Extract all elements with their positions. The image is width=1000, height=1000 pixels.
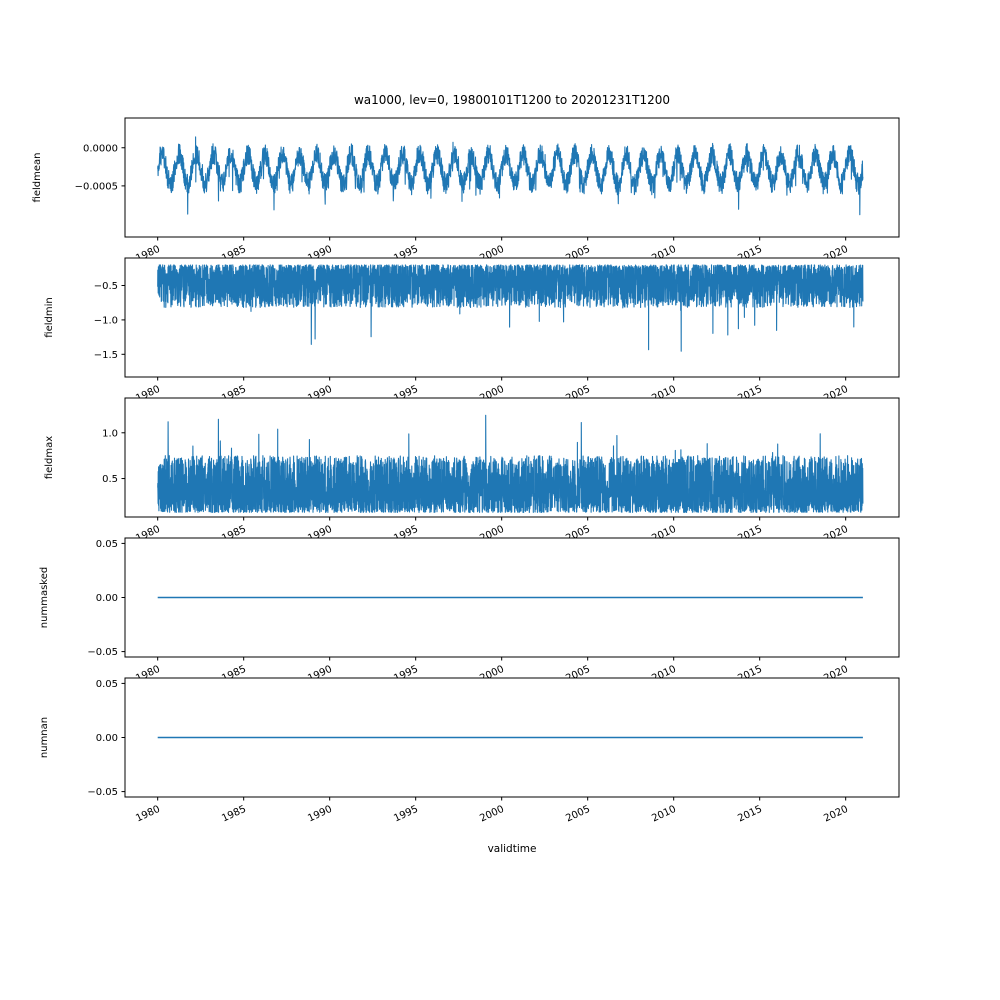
svg-text:fieldmax: fieldmax <box>44 436 55 479</box>
svg-text:0.05: 0.05 <box>96 539 118 550</box>
svg-text:nummasked: nummasked <box>39 567 50 628</box>
svg-text:−0.0005: −0.0005 <box>75 181 118 192</box>
chart-title: wa1000, lev=0, 19800101T1200 to 20201231… <box>353 93 671 107</box>
svg-text:0.00: 0.00 <box>96 593 118 604</box>
svg-text:0.05: 0.05 <box>96 679 118 690</box>
svg-text:2015: 2015 <box>736 804 764 825</box>
svg-text:2020: 2020 <box>822 804 850 825</box>
svg-text:1980: 1980 <box>134 804 162 825</box>
svg-text:2000: 2000 <box>478 804 506 825</box>
svg-text:−0.05: −0.05 <box>87 647 118 658</box>
svg-text:1995: 1995 <box>392 804 420 825</box>
svg-text:2005: 2005 <box>564 804 592 825</box>
svg-text:fieldmean: fieldmean <box>32 153 43 203</box>
svg-text:2010: 2010 <box>650 804 678 825</box>
svg-text:1990: 1990 <box>306 804 334 825</box>
svg-text:fieldmin: fieldmin <box>44 297 55 337</box>
svg-text:−0.05: −0.05 <box>87 787 118 798</box>
svg-text:−1.5: −1.5 <box>94 350 118 361</box>
svg-text:1.0: 1.0 <box>102 428 118 439</box>
svg-text:numnan: numnan <box>39 717 50 758</box>
svg-text:0.5: 0.5 <box>102 474 118 485</box>
svg-text:−1.0: −1.0 <box>94 315 118 326</box>
svg-text:0.0000: 0.0000 <box>83 143 118 154</box>
svg-text:0.00: 0.00 <box>96 733 118 744</box>
svg-text:−0.5: −0.5 <box>94 281 118 292</box>
svg-text:1985: 1985 <box>220 804 248 825</box>
x-axis-label: validtime <box>487 843 537 855</box>
